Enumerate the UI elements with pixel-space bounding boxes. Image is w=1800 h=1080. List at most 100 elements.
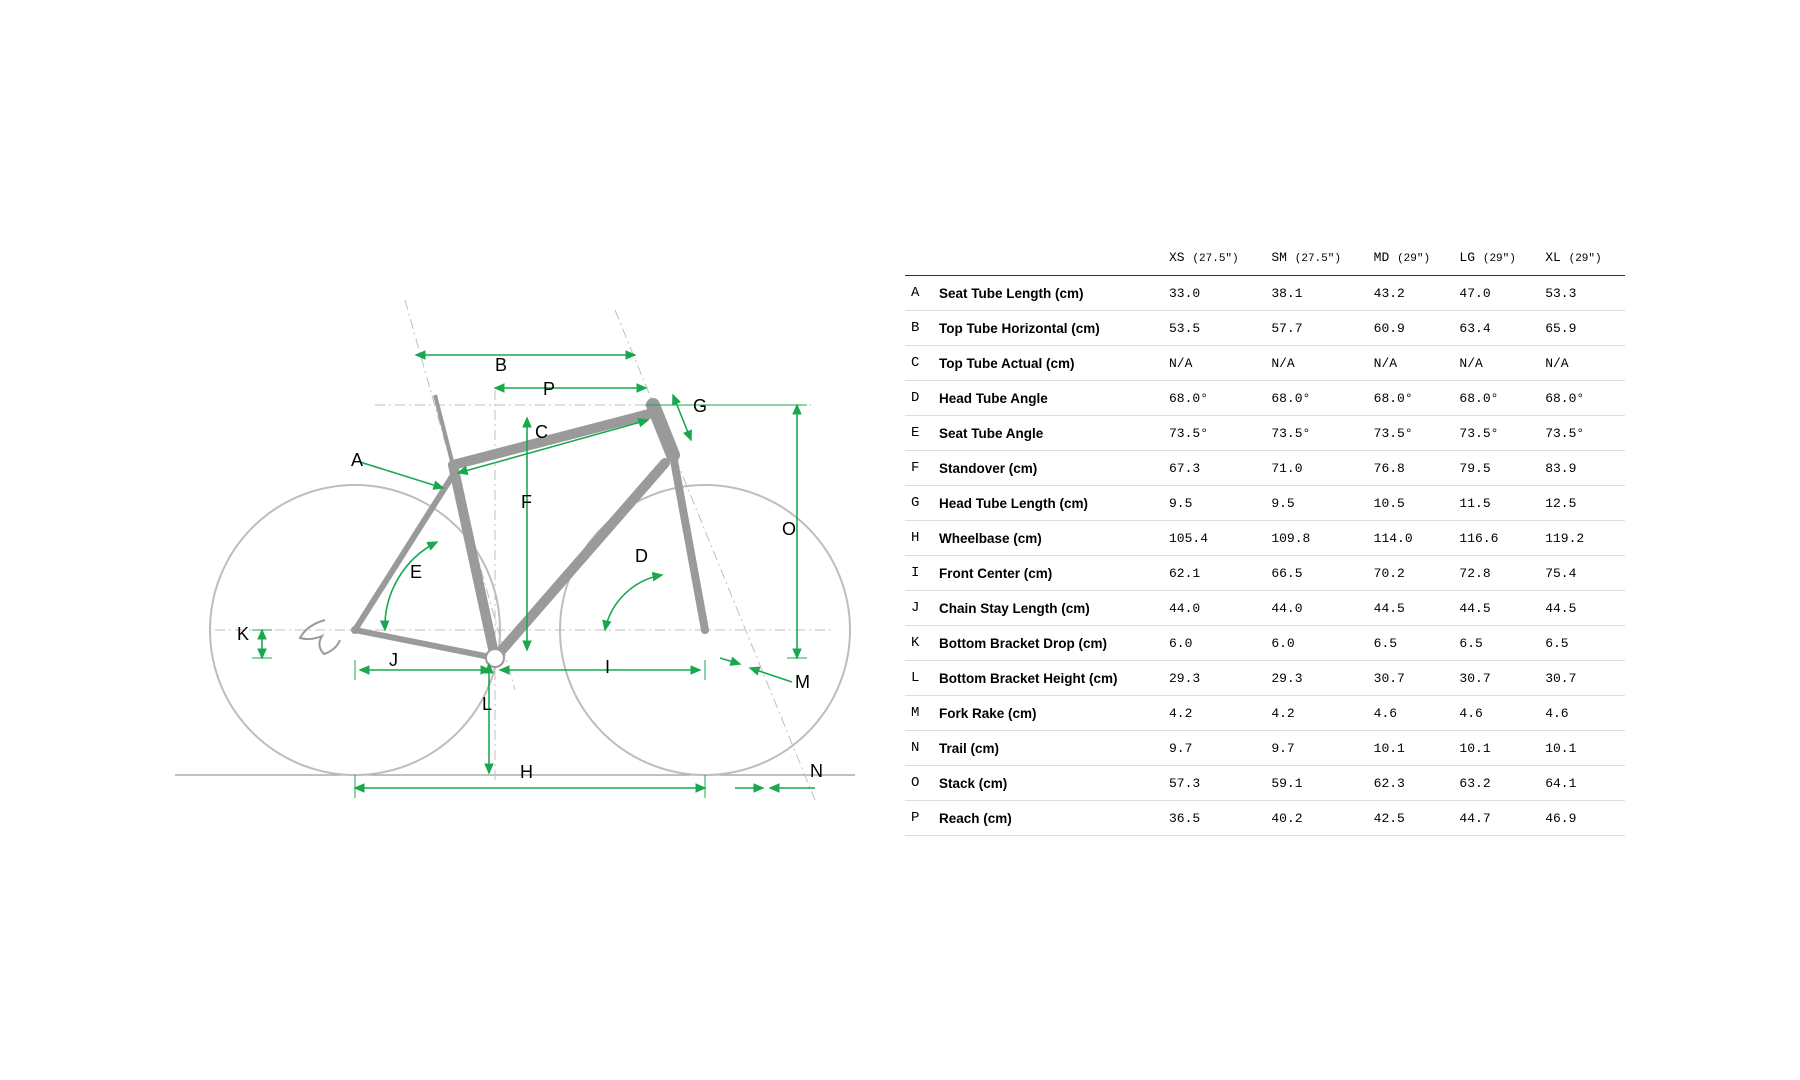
cell-value: 44.5 [1453, 591, 1539, 626]
table-row: NTrail (cm)9.79.710.110.110.1 [905, 731, 1625, 766]
cell-value: 42.5 [1368, 801, 1454, 836]
cell-value: 29.3 [1163, 661, 1265, 696]
cell-value: 63.4 [1453, 311, 1539, 346]
cell-value: 12.5 [1539, 486, 1625, 521]
row-key: H [905, 521, 933, 556]
cell-value: 4.6 [1539, 696, 1625, 731]
cell-value: 10.1 [1539, 731, 1625, 766]
table-row: DHead Tube Angle68.0°68.0°68.0°68.0°68.0… [905, 381, 1625, 416]
bike-geometry-diagram: ABCDEFGHIJKLMNOP [175, 240, 875, 840]
table-row: PReach (cm)36.540.242.544.746.9 [905, 801, 1625, 836]
table-body: ASeat Tube Length (cm)33.038.143.247.053… [905, 276, 1625, 836]
cell-value: 46.9 [1539, 801, 1625, 836]
cell-value: 119.2 [1539, 521, 1625, 556]
cell-value: 73.5° [1368, 416, 1454, 451]
table-row: ASeat Tube Length (cm)33.038.143.247.053… [905, 276, 1625, 311]
cell-value: 9.5 [1265, 486, 1367, 521]
cell-value: 4.6 [1368, 696, 1454, 731]
table-header-row: XS (27.5") SM (27.5") MD (29")LG (29")XL (… [905, 240, 1625, 276]
cell-value: 6.5 [1453, 626, 1539, 661]
cell-value: 73.5° [1453, 416, 1539, 451]
col-header-lg: LG (29") [1453, 240, 1539, 276]
row-label: Head Tube Length (cm) [933, 486, 1163, 521]
size-label: XS [1169, 250, 1185, 265]
size-label: MD [1374, 250, 1390, 265]
cell-value: 71.0 [1265, 451, 1367, 486]
cell-value: 57.7 [1265, 311, 1367, 346]
cell-value: 4.2 [1265, 696, 1367, 731]
cell-value: 4.6 [1453, 696, 1539, 731]
row-label: Seat Tube Length (cm) [933, 276, 1163, 311]
dim-label-B: B [495, 355, 507, 375]
cell-value: 68.0° [1163, 381, 1265, 416]
cell-value: 10.5 [1368, 486, 1454, 521]
cell-value: 53.3 [1539, 276, 1625, 311]
dim-label-M: M [795, 672, 810, 692]
wheel-size: (27.5") [1295, 253, 1341, 265]
col-header-xs: XS (27.5") [1163, 240, 1265, 276]
cell-value: 44.0 [1265, 591, 1367, 626]
cell-value: 10.1 [1368, 731, 1454, 766]
geometry-table: XS (27.5") SM (27.5") MD (29")LG (29")XL (… [905, 240, 1625, 836]
row-key: A [905, 276, 933, 311]
row-label: Top Tube Horizontal (cm) [933, 311, 1163, 346]
dim-label-H: H [520, 762, 533, 782]
cell-value: 9.7 [1265, 731, 1367, 766]
cell-value: 73.5° [1163, 416, 1265, 451]
cell-value: 60.9 [1368, 311, 1454, 346]
dim-label-F: F [521, 492, 532, 512]
row-key: E [905, 416, 933, 451]
size-label: SM [1271, 250, 1287, 265]
table-row: GHead Tube Length (cm)9.59.510.511.512.5 [905, 486, 1625, 521]
cell-value: 30.7 [1453, 661, 1539, 696]
bike-svg: ABCDEFGHIJKLMNOP [175, 240, 875, 840]
row-label: Standover (cm) [933, 451, 1163, 486]
row-key: D [905, 381, 933, 416]
wheel-size: (29") [1483, 253, 1516, 265]
row-label: Stack (cm) [933, 766, 1163, 801]
cell-value: 6.0 [1163, 626, 1265, 661]
cell-value: 116.6 [1453, 521, 1539, 556]
cell-value: 62.3 [1368, 766, 1454, 801]
table-row: HWheelbase (cm)105.4109.8114.0116.6119.2 [905, 521, 1625, 556]
cell-value: 53.5 [1163, 311, 1265, 346]
table-row: CTop Tube Actual (cm)N/AN/AN/AN/AN/A [905, 346, 1625, 381]
cell-value: N/A [1539, 346, 1625, 381]
row-key: B [905, 311, 933, 346]
table-row: OStack (cm)57.359.162.363.264.1 [905, 766, 1625, 801]
row-label: Head Tube Angle [933, 381, 1163, 416]
dim-label-O: O [782, 519, 796, 539]
cell-value: 68.0° [1265, 381, 1367, 416]
row-label: Reach (cm) [933, 801, 1163, 836]
cell-value: 43.2 [1368, 276, 1454, 311]
table-row: KBottom Bracket Drop (cm)6.06.06.56.56.5 [905, 626, 1625, 661]
dim-label-E: E [410, 562, 422, 582]
row-key: O [905, 766, 933, 801]
cell-value: 38.1 [1265, 276, 1367, 311]
cell-value: 63.2 [1453, 766, 1539, 801]
cell-value: 29.3 [1265, 661, 1367, 696]
row-label: Chain Stay Length (cm) [933, 591, 1163, 626]
cell-value: 10.1 [1453, 731, 1539, 766]
wheel-size: (27.5") [1192, 253, 1238, 265]
row-label: Bottom Bracket Height (cm) [933, 661, 1163, 696]
col-header-xl: XL (29") [1539, 240, 1625, 276]
cell-value: 47.0 [1453, 276, 1539, 311]
cell-value: 40.2 [1265, 801, 1367, 836]
row-key: C [905, 346, 933, 381]
cell-value: 66.5 [1265, 556, 1367, 591]
row-key: N [905, 731, 933, 766]
cell-value: 9.7 [1163, 731, 1265, 766]
cell-value: 30.7 [1368, 661, 1454, 696]
dim-label-D: D [635, 546, 648, 566]
cell-value: 67.3 [1163, 451, 1265, 486]
dim-label-C: C [535, 422, 548, 442]
cell-value: 72.8 [1453, 556, 1539, 591]
row-key: L [905, 661, 933, 696]
row-label: Trail (cm) [933, 731, 1163, 766]
cell-value: 62.1 [1163, 556, 1265, 591]
dim-label-A: A [351, 450, 363, 470]
cell-value: 11.5 [1453, 486, 1539, 521]
cell-value: 6.5 [1539, 626, 1625, 661]
cell-value: 65.9 [1539, 311, 1625, 346]
